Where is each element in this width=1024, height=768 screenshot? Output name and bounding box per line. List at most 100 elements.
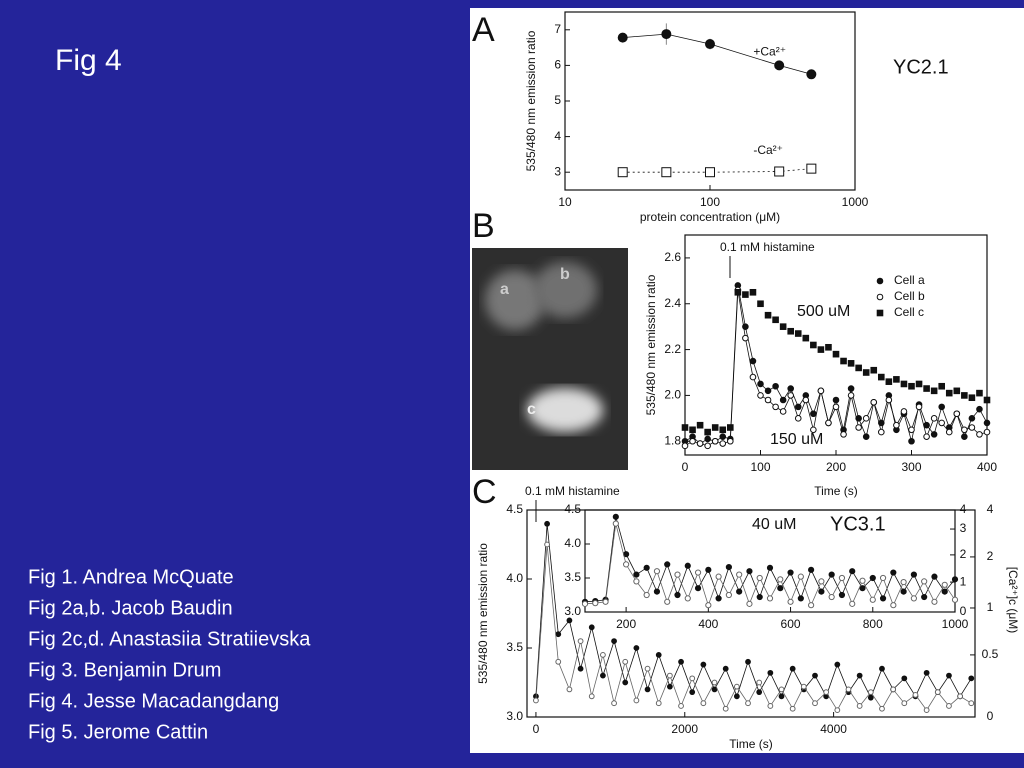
marker [923, 669, 930, 676]
marker [885, 396, 893, 404]
marker [766, 564, 774, 571]
marker [832, 396, 840, 404]
legend-label: Cell c [894, 305, 924, 319]
marker [617, 32, 628, 43]
marker [611, 700, 617, 707]
marker [633, 571, 640, 578]
marker [689, 675, 696, 682]
series-label: -Ca²⁺ [753, 143, 783, 157]
marker [666, 672, 673, 679]
marker [923, 433, 930, 440]
marker [745, 658, 751, 665]
panel-letter: B [472, 207, 495, 245]
marker [938, 419, 946, 427]
marker [643, 564, 650, 571]
y2-tick-label: 0 [987, 709, 994, 723]
marker [915, 403, 923, 411]
marker [566, 617, 573, 624]
marker [908, 426, 915, 434]
marker [617, 167, 628, 178]
marker [908, 382, 915, 390]
marker [845, 686, 852, 693]
marker [767, 703, 774, 709]
marker [664, 598, 671, 605]
marker [945, 428, 953, 436]
marker [533, 697, 539, 704]
marker [878, 419, 885, 427]
y2-tick-label: 1 [960, 574, 967, 588]
marker [600, 672, 606, 679]
marker [622, 679, 629, 686]
marker [812, 700, 818, 707]
marker [655, 652, 662, 658]
marker [705, 167, 715, 178]
marker [774, 60, 785, 71]
marker [749, 288, 757, 296]
marker [643, 591, 650, 599]
x-tick-label: 1000 [942, 617, 969, 631]
marker [727, 424, 734, 431]
marker [725, 591, 732, 599]
marker [900, 588, 907, 595]
x-tick-label: 4000 [820, 722, 847, 736]
y2-tick-label: 2 [987, 549, 994, 563]
credit-line: Fig 5. Jerome Cattin [28, 721, 208, 743]
marker [968, 700, 975, 707]
marker [633, 578, 640, 585]
marker [961, 392, 968, 399]
marker [838, 574, 846, 582]
marker [749, 357, 757, 365]
marker [862, 369, 870, 376]
marker [951, 596, 959, 603]
legend-marker [876, 309, 884, 317]
marker [725, 564, 732, 571]
marker [961, 433, 968, 440]
marker [879, 595, 887, 602]
marker [976, 431, 983, 438]
x-tick-label: 100 [750, 460, 770, 474]
credit-line: Fig 2a,b. Jacob Baudin [28, 597, 233, 619]
marker [733, 683, 740, 690]
marker [577, 665, 584, 672]
y-axis-label: 535/480 nm emission ratio [524, 30, 538, 171]
marker [611, 638, 617, 644]
marker [678, 703, 684, 709]
y-tick-label: 2.2 [664, 342, 681, 356]
marker [859, 585, 866, 592]
marker [838, 591, 846, 599]
marker [684, 562, 691, 569]
marker [787, 569, 794, 576]
marker [704, 435, 711, 443]
marker [742, 334, 749, 342]
marker [789, 665, 796, 672]
marker [810, 341, 817, 349]
marker [689, 426, 696, 434]
marker [623, 561, 630, 568]
marker [544, 541, 550, 548]
marker [734, 288, 742, 296]
marker [711, 679, 718, 686]
y-tick-label: 3.5 [564, 570, 581, 584]
marker [588, 624, 595, 631]
legend-marker [876, 277, 884, 285]
marker [930, 431, 938, 438]
marker [921, 578, 928, 585]
marker [664, 561, 671, 568]
marker [592, 600, 599, 607]
annotation: 0.1 mM histamine [720, 240, 815, 254]
marker [806, 163, 817, 174]
marker [840, 431, 847, 438]
marker [931, 573, 938, 580]
marker [945, 389, 953, 397]
marker [766, 595, 774, 602]
x-tick-label: 100 [700, 195, 720, 209]
marker [870, 366, 878, 374]
marker [555, 658, 562, 665]
marker [869, 574, 876, 582]
marker [878, 428, 885, 436]
annotation: YC2.1 [893, 56, 949, 78]
series-line [535, 544, 972, 711]
marker [661, 29, 672, 40]
marker [778, 693, 785, 700]
